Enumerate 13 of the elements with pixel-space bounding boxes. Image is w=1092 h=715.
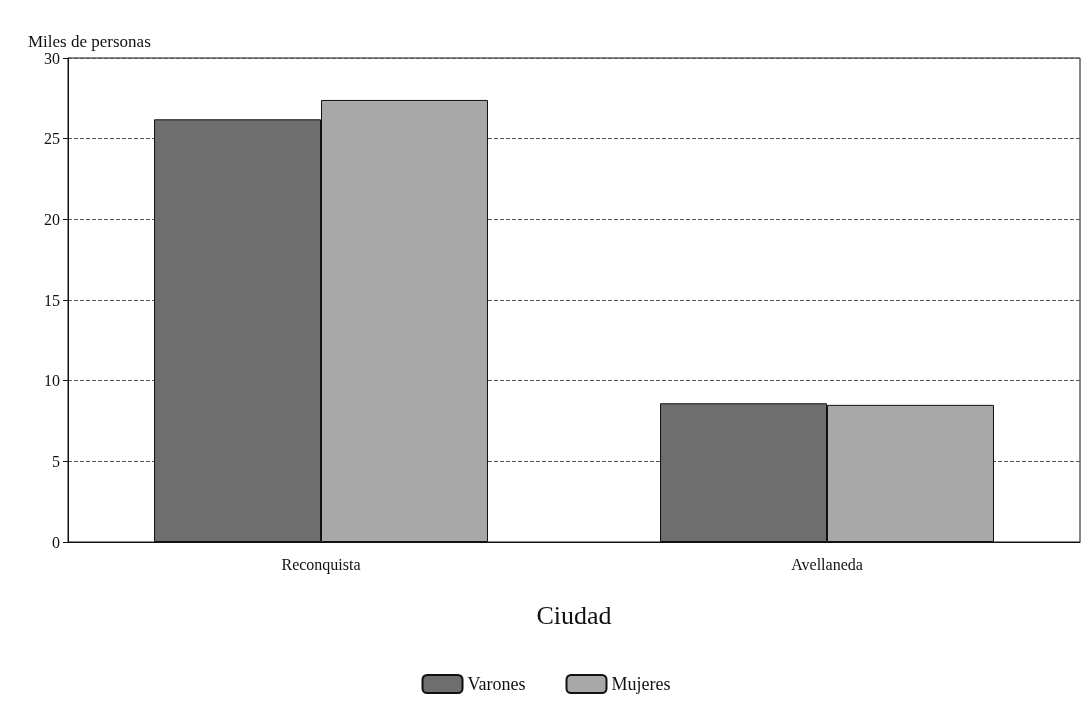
y-tick-label: 5 bbox=[52, 452, 60, 470]
x-tick-label: Reconquista bbox=[281, 555, 361, 574]
legend-label: Varones bbox=[467, 674, 526, 694]
y-axis-title: Miles de personas bbox=[28, 32, 151, 51]
x-axis-title: Ciudad bbox=[536, 600, 612, 630]
y-tick-label: 10 bbox=[44, 372, 60, 390]
y-tick-label: 15 bbox=[44, 291, 60, 309]
x-tick-label: Avellaneda bbox=[791, 555, 863, 573]
y-tick-label: 20 bbox=[44, 210, 60, 228]
y-tick-label: 30 bbox=[44, 49, 60, 67]
y-tick-label: 25 bbox=[44, 130, 60, 148]
y-tick-label: 0 bbox=[52, 533, 60, 551]
legend-label: Mujeres bbox=[611, 674, 671, 694]
